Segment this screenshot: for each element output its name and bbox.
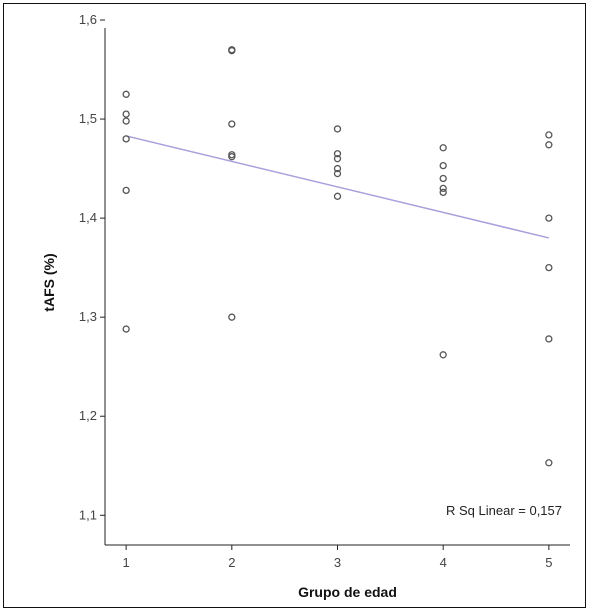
data-point: [545, 335, 553, 343]
data-point: [545, 141, 553, 149]
data-point: [333, 125, 342, 133]
data-point: [333, 169, 342, 178]
data-point: [333, 192, 342, 200]
y-tick-label: 1,1: [79, 507, 97, 522]
data-point: [228, 313, 236, 321]
data-point: [228, 120, 236, 128]
x-tick-label: 1: [123, 555, 130, 570]
y-tick-label: 1,5: [79, 111, 97, 126]
data-point: [545, 214, 553, 222]
data-point: [439, 174, 447, 183]
data-point: [439, 144, 447, 152]
chart-frame: [3, 3, 586, 608]
data-point: [122, 135, 130, 143]
x-tick-label: 4: [440, 555, 447, 570]
data-point: [122, 117, 130, 125]
data-point: [228, 47, 236, 55]
data-point: [545, 263, 553, 272]
data-point: [122, 110, 130, 118]
data-point: [122, 325, 130, 333]
x-tick-label: 3: [334, 555, 341, 570]
x-tick-label: 5: [545, 555, 552, 570]
y-tick-label: 1,6: [79, 12, 97, 27]
x-tick-label: 2: [228, 555, 235, 570]
data-point: [122, 186, 130, 195]
data-point: [333, 150, 342, 158]
data-point: [545, 131, 553, 139]
x-axis-title: Grupo de edad: [298, 584, 397, 600]
fit-line: [125, 135, 550, 239]
y-tick-label: 1,3: [79, 309, 97, 324]
data-point: [333, 164, 342, 173]
r-squared-annotation: R Sq Linear = 0,157: [446, 503, 562, 518]
data-point: [439, 184, 447, 193]
data-point: [228, 153, 236, 161]
data-point: [545, 459, 553, 467]
data-point: [333, 155, 342, 163]
data-point: [439, 161, 447, 170]
data-point: [439, 188, 447, 197]
y-axis-title: tAFS (%): [41, 253, 57, 311]
y-tick-label: 1,2: [79, 408, 97, 423]
data-point: [439, 351, 447, 359]
data-point: [122, 90, 130, 98]
y-tick-label: 1,4: [79, 210, 97, 225]
